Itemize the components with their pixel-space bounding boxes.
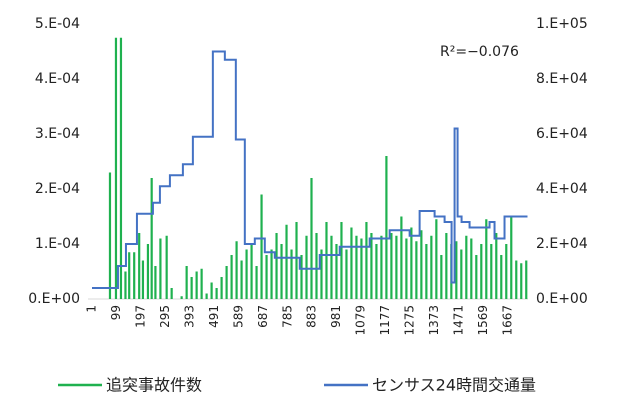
x-tick-label: 883 [305, 305, 319, 328]
x-tick-label: 1471 [452, 305, 466, 336]
y-tick-label: 1.E-04 [35, 236, 80, 252]
y2-tick-label: 8.E+04 [536, 71, 588, 87]
x-tick-label: 1275 [403, 305, 417, 336]
x-tick-label: 1079 [354, 305, 368, 336]
annotation: R²=−0.076 [440, 44, 519, 60]
x-tick-label: 393 [182, 305, 196, 328]
y-tick-label: 5.E-04 [35, 16, 80, 32]
x-tick-label: 687 [256, 305, 270, 328]
y2-tick-label: 6.E+04 [536, 126, 588, 142]
x-tick-label: 1177 [378, 305, 392, 336]
x-tick-label: 1667 [501, 305, 515, 336]
x-tick-label: 981 [329, 305, 343, 328]
y2-tick-label: 4.E+04 [536, 181, 588, 197]
x-tick-label: 99 [109, 305, 123, 320]
x-tick-label: 1373 [427, 305, 441, 336]
y2-tick-label: 1.E+05 [536, 16, 588, 32]
x-tick-label: 589 [231, 305, 245, 328]
x-tick-label: 197 [133, 305, 147, 328]
step-line [91, 50, 528, 289]
y-tick-label: 3.E-04 [35, 126, 80, 142]
legend-label: 追突事故件数 [106, 376, 202, 395]
y2-tick-label: 2.E+04 [536, 236, 588, 252]
x-tick-label: 1 [84, 305, 98, 313]
y-tick-label: 2.E-04 [35, 181, 80, 197]
x-tick-label: 295 [158, 305, 172, 328]
y-tick-label: 0.E+00 [28, 291, 80, 307]
x-tick-label: 491 [207, 305, 221, 328]
y2-tick-label: 0.E+00 [536, 291, 588, 307]
legend-label: センサス24時間交通量 [372, 376, 536, 395]
x-tick-label: 785 [280, 305, 294, 328]
x-tick-label: 1569 [476, 305, 490, 336]
y-tick-label: 4.E-04 [35, 71, 80, 87]
